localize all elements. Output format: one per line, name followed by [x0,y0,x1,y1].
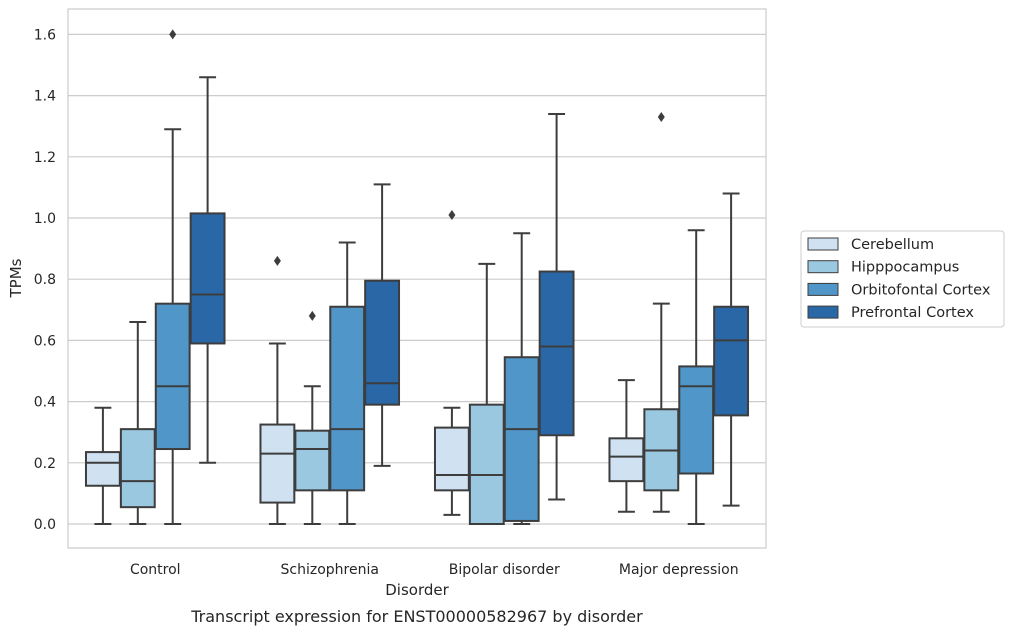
iqr-box [189,212,226,345]
legend-item: Prefrontal Cortex [807,305,974,321]
legend-frame [800,230,1005,328]
y-tick-label: 0.2 [34,456,56,472]
legend-label: Orbitofontal Cortex [851,282,991,298]
legend-swatch [807,305,839,319]
x-tick-label: Schizophrenia [281,562,379,578]
plot-frame [67,8,767,549]
x-tick-label: Major depression [619,562,739,578]
y-axis-ticks: 0.0 0.2 0.4 0.6 0.8 1.0 1.2 1.4 1.6 [34,27,56,533]
box-prefrontal-cortex [538,112,575,501]
iqr-box [538,270,575,437]
box-hipppocampus [643,112,680,513]
y-tick-label: 0.0 [34,517,56,533]
iqr-box [433,426,470,492]
y-axis-label: TPMs [7,258,25,298]
legend-item: Hipppocampus [807,260,959,276]
x-tick-label: Control [130,562,181,578]
box-cerebellum [259,255,296,525]
y-tick-label: 0.6 [34,333,56,349]
iqr-box [608,437,645,483]
x-tick-label: Bipolar disorder [449,562,560,578]
box-cerebellum [84,406,121,525]
legend-label: Prefrontal Cortex [851,305,974,321]
iqr-box [364,279,401,406]
legend: Cerebellum Hipppocampus Orbitofontal Corte… [800,230,1005,328]
outlier-point [169,29,177,40]
box-hipppocampus [119,321,156,525]
box-orbitofontal-cortex [154,29,191,525]
outlier-point [448,209,456,220]
box-cerebellum [433,209,470,516]
iqr-box [119,428,156,509]
iqr-box [678,365,715,475]
y-tick-label: 0.8 [34,272,56,288]
box-hipppocampus [468,262,505,525]
iqr-box [84,451,121,487]
box-prefrontal-cortex [713,192,750,507]
box-orbitofontal-cortex [329,241,366,525]
legend-item: Orbitofontal Cortex [807,282,991,298]
outlier-point [657,112,665,123]
box-prefrontal-cortex [364,183,401,467]
legend-swatch [807,260,839,274]
box-orbitofontal-cortex [678,229,715,525]
y-tick-label: 1.4 [34,89,56,105]
box-prefrontal-cortex [189,76,226,464]
iqr-box [503,356,540,522]
iqr-box [259,423,296,504]
iqr-box [294,429,331,492]
outlier-point [273,255,281,266]
iqr-box [468,403,505,525]
y-tick-label: 1.0 [34,211,56,227]
legend-item: Cerebellum [807,237,934,253]
y-tick-label: 0.4 [34,395,56,411]
iqr-box [713,305,750,417]
box-cerebellum [608,379,645,513]
y-tick-label: 1.6 [34,27,56,43]
iqr-box [154,302,191,451]
y-tick-label: 1.2 [34,150,56,166]
chart-caption: Transcript expression for ENST0000058296… [190,607,643,626]
legend-label: Cerebellum [851,237,934,253]
legend-label: Hipppocampus [851,260,959,276]
outlier-point [308,310,316,321]
x-axis-label: Disorder [385,581,449,599]
box-hipppocampus [294,310,331,525]
box-orbitofontal-cortex [503,232,540,525]
legend-swatch [807,237,839,251]
iqr-box [329,305,366,492]
boxes [84,29,750,525]
legend-swatch [807,282,839,296]
x-axis-ticks: Control Schizophrenia Bipolar disorder Majo… [130,562,739,578]
